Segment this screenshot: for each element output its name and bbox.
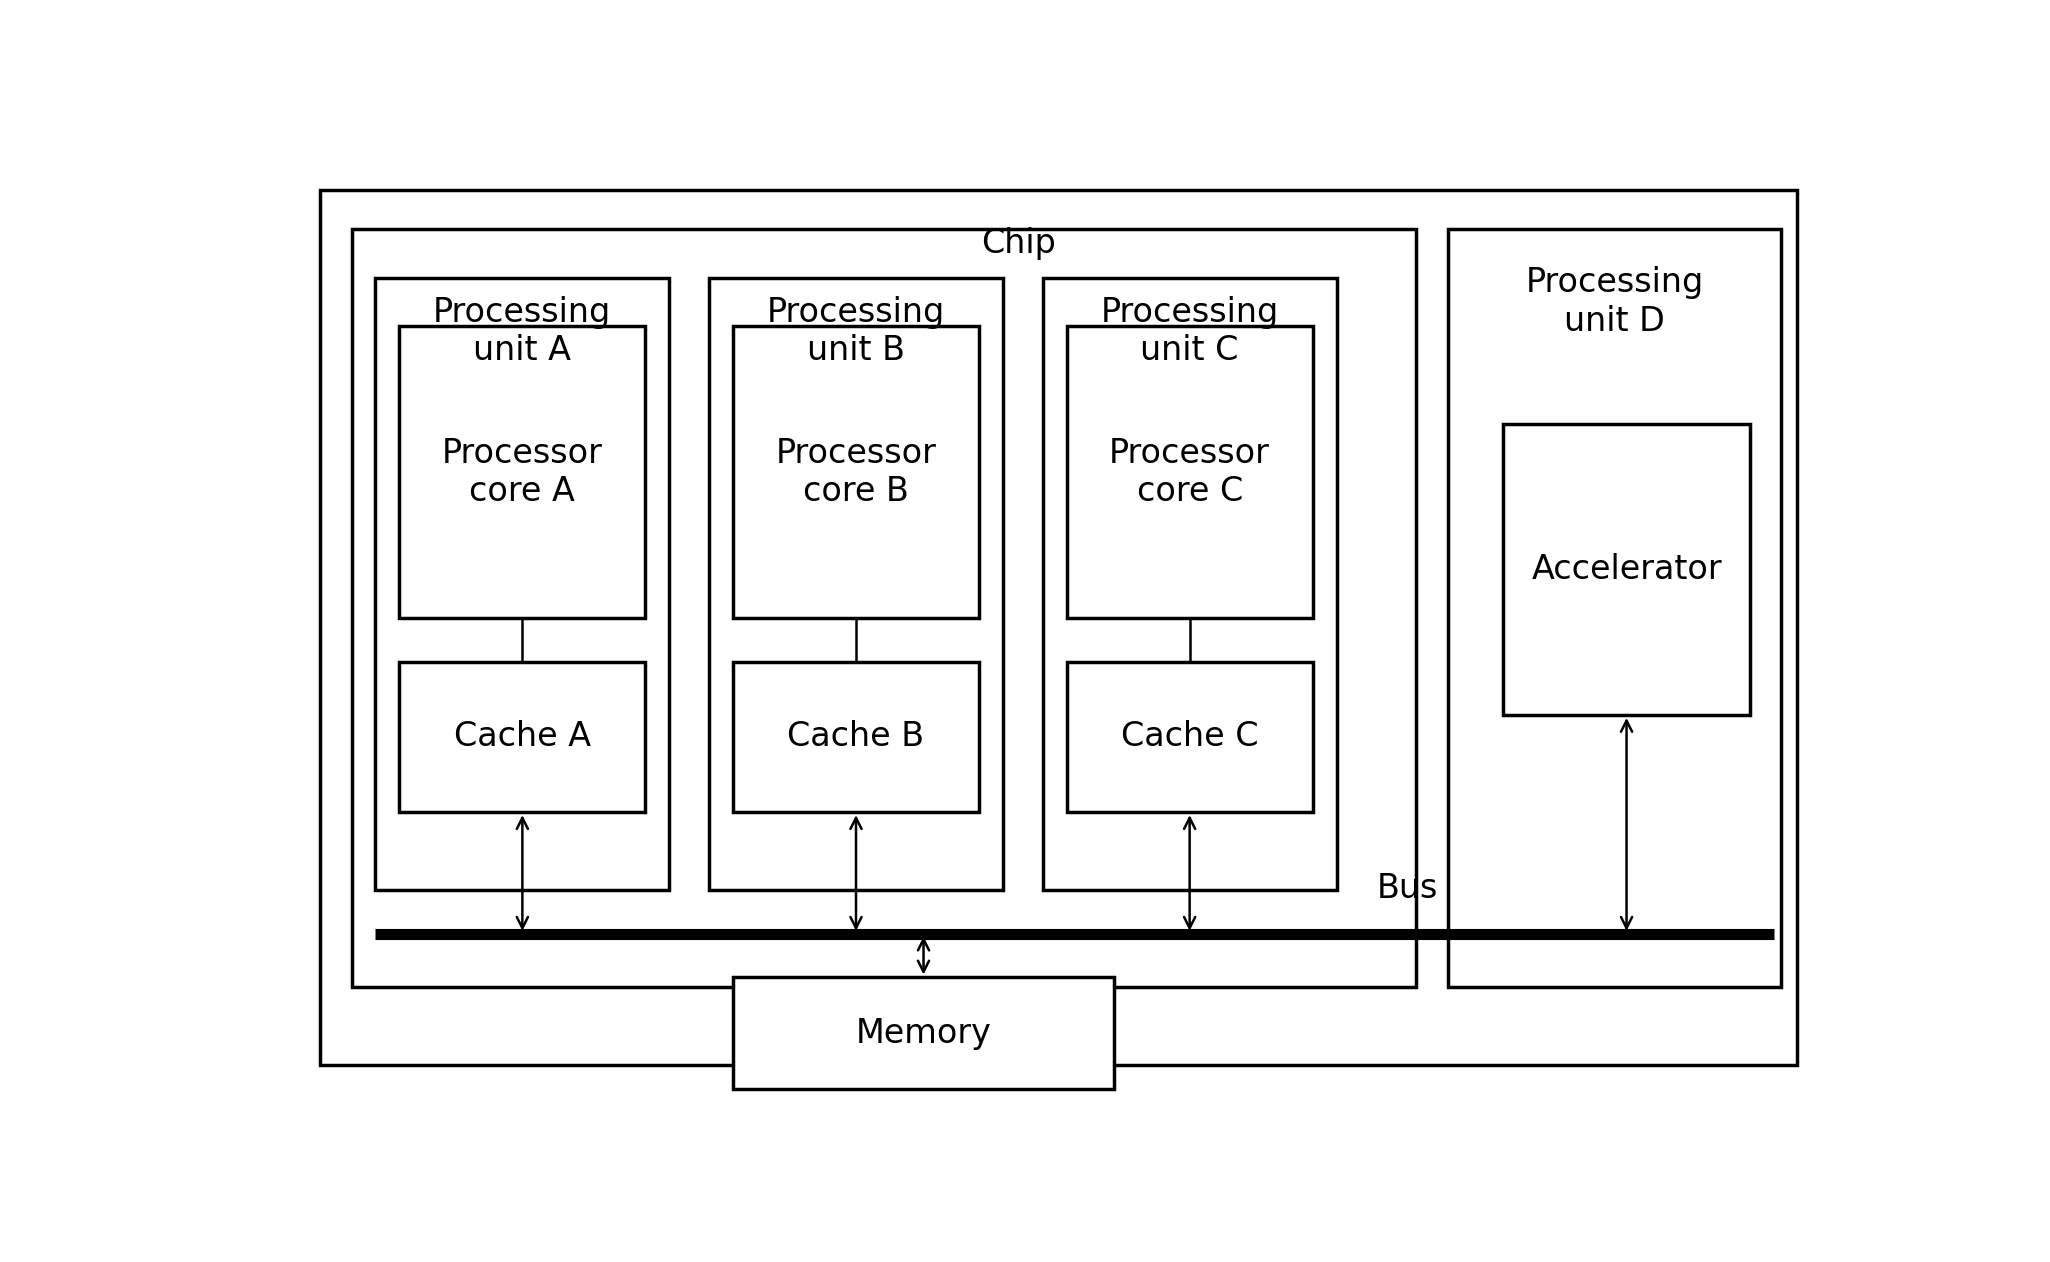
Text: Processing
unit D: Processing unit D <box>1525 266 1704 338</box>
Text: Cache C: Cache C <box>1121 721 1259 753</box>
Bar <box>1503 424 1751 716</box>
Text: Chip: Chip <box>982 227 1056 260</box>
Bar <box>400 327 646 618</box>
Bar <box>1043 278 1337 890</box>
Bar <box>353 230 1417 987</box>
Text: Bus: Bus <box>1376 872 1437 905</box>
Text: Processor
core B: Processor core B <box>775 437 937 507</box>
Text: Memory: Memory <box>855 1017 992 1050</box>
Text: Processing
unit C: Processing unit C <box>1101 295 1279 367</box>
Bar <box>734 977 1115 1089</box>
Bar <box>400 661 646 813</box>
Bar <box>709 278 1002 890</box>
Text: Cache B: Cache B <box>787 721 925 753</box>
Text: Processor
core A: Processor core A <box>443 437 603 507</box>
Bar <box>375 278 668 890</box>
Bar <box>1066 327 1312 618</box>
Text: Processor
core C: Processor core C <box>1109 437 1271 507</box>
Bar <box>734 661 980 813</box>
Bar <box>1066 661 1312 813</box>
Bar <box>734 327 980 618</box>
Text: Processing
unit A: Processing unit A <box>433 295 611 367</box>
Bar <box>1447 230 1781 987</box>
Text: Processing
unit B: Processing unit B <box>767 295 945 367</box>
Text: Accelerator: Accelerator <box>1531 553 1722 586</box>
Text: Cache A: Cache A <box>453 721 590 753</box>
